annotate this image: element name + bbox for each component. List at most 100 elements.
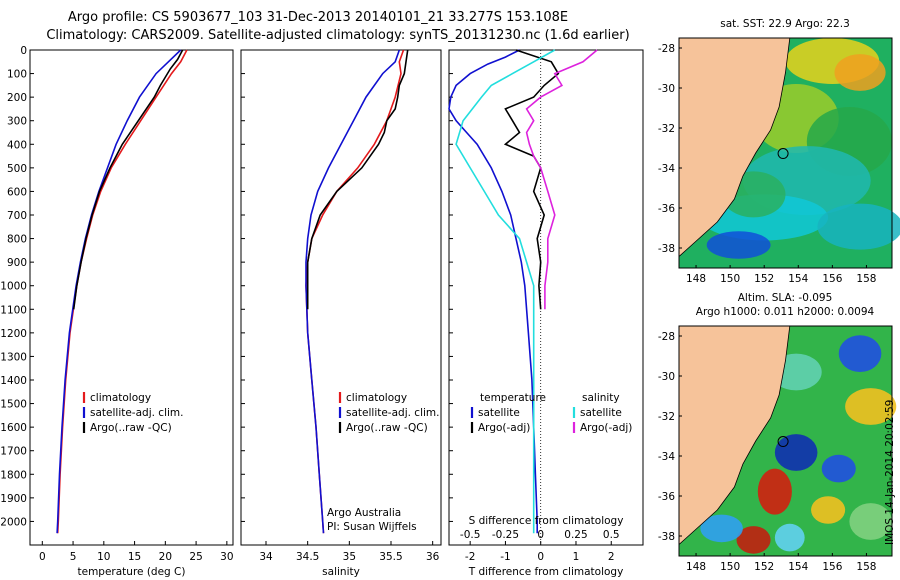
sdiff-tick-label: 0.5 [603,529,620,541]
temperature-legend-2-label: Argo(..raw -QC) [90,422,172,434]
sdiff-line-argo [525,49,598,310]
sst-lat-label: -38 [658,243,675,255]
temperature-tick-label: 30 [220,551,233,563]
depth-tick-label: 1000 [0,281,27,293]
depth-tick-label: 900 [7,257,27,269]
temperature-legend-0-label: climatology [90,392,151,404]
sla-lat-label: -38 [658,531,675,543]
sst-patch-7 [817,203,900,250]
salinity-line-climatology [305,49,405,534]
sdiff-legend-argo-label: Argo(-adj) [580,422,632,434]
sla-patch-3 [774,434,818,471]
depth-tick-label: 1700 [0,446,27,458]
depth-tick-label: 1800 [0,469,27,481]
salinity-tick-label: 34 [259,551,273,563]
depth-tick-label: 1100 [0,304,27,316]
sla-lat-label: -34 [658,451,675,463]
sst-lon-label: 158 [856,273,876,285]
sst-map-title: sat. SST: 22.9 Argo: 22.3 [720,18,850,30]
sla-lat-label: -28 [658,331,675,343]
sla-lon-label: 150 [720,561,740,573]
tdiff-tick-label: 0 [537,551,544,563]
sst-patch-6 [706,231,771,259]
chart-title-line1: Argo profile: CS 5903677_103 31-Dec-2013… [67,10,569,25]
salinity-tick-label: 36 [426,551,440,563]
tdiff-tick-label: -1 [500,551,510,563]
salinity-line-satellite [305,49,401,534]
depth-tick-label: 1300 [0,351,27,363]
depth-tick-label: 800 [7,234,27,246]
tdiff-tick-label: 1 [573,551,580,563]
sst-lon-label: 156 [822,273,842,285]
sdiff-xlabel: S difference from climatology [469,515,624,527]
depth-tick-label: 200 [7,92,27,104]
sst-lon-label: 148 [686,273,706,285]
depth-tick-label: 0 [20,45,27,57]
salinity-axes [240,49,442,546]
depth-tick-label: 1900 [0,493,27,505]
tdiff-legend-satellite-label: satellite [478,407,520,419]
sla-lon-label: 152 [754,561,774,573]
sla-patch-9 [700,514,743,543]
salinity-tick-label: 35 [343,551,356,563]
depth-tick-label: 2000 [0,516,27,528]
sla-patch-6 [811,496,846,524]
temperature-tick-label: 0 [39,551,46,563]
sla-patch-0 [838,335,882,372]
sla-patch-4 [821,454,856,483]
imos-credit: IMOS 14-Jan-2014 20:02:59 [884,399,896,545]
sla-argo-marker [777,436,789,448]
sla-patch-10 [849,503,892,540]
sla-map-title-line1: Altim. SLA: -0.095 [738,292,833,304]
sst-lon-label: 150 [720,273,740,285]
tdiff-tick-label: -2 [465,551,475,563]
depth-tick-label: 300 [7,116,27,128]
sla-lat-label: -32 [658,411,675,423]
sst-lon-label: 152 [754,273,774,285]
sla-lon-label: 148 [686,561,706,573]
tdiff-tick-label: 2 [608,551,615,563]
depth-tick-label: 100 [7,69,27,81]
temperature-xlabel: temperature (deg C) [78,566,186,578]
sst-patch-1 [834,54,886,91]
salinity-legend-0-label: climatology [346,392,407,404]
depth-tick-label: 700 [7,210,27,222]
depth-tick-label: 600 [7,186,27,198]
salinity-legend-1-label: satellite-adj. clim. [346,407,439,419]
depth-tick-label: 500 [7,163,27,175]
temperature-legend-1-label: satellite-adj. clim. [90,407,183,419]
salinity-tick-label: 34.5 [296,551,319,563]
temperature-tick-label: 10 [97,551,110,563]
sst-lat-label: -34 [658,163,675,175]
sdiff-tick-label: 0.25 [564,529,587,541]
sst-map [678,37,900,269]
sla-lon-label: 158 [856,561,876,573]
depth-tick-label: 1600 [0,422,27,434]
salinity-tick-label: 35.5 [379,551,402,563]
chart-title-line2: Climatology: CARS2009. Satellite-adjuste… [46,28,630,43]
sst-lon-label: 154 [788,273,808,285]
temperature-line-argo [72,49,184,310]
temperature-tick-label: 15 [128,551,141,563]
sla-patch-2 [845,388,897,425]
sst-lat-label: -36 [658,203,675,215]
temperature-tick-label: 5 [70,551,77,563]
sst-map-frame [678,37,893,269]
temperature-line-climatology [56,49,188,534]
tdiff-legend-argo-label: Argo(-adj) [478,422,530,434]
legend-temperature-heading: temperature [480,392,546,404]
sdiff-line-satellite [455,49,556,534]
depth-tick-label: 1200 [0,328,27,340]
sdiff-tick-label: -0.25 [492,529,519,541]
tdiff-line-satellite [448,49,538,534]
sla-patch-7 [736,526,771,554]
argo-australia-label: Argo Australia [327,507,401,519]
sdiff-tick-label: 0 [537,529,544,541]
depth-tick-label: 1500 [0,399,27,411]
sla-map-frame [678,325,893,557]
sla-lon-label: 156 [822,561,842,573]
legend-salinity-heading: salinity [582,392,620,404]
sla-patch-8 [774,523,805,552]
sst-lat-label: -32 [658,123,675,135]
tdiff-line-argo [503,49,560,310]
